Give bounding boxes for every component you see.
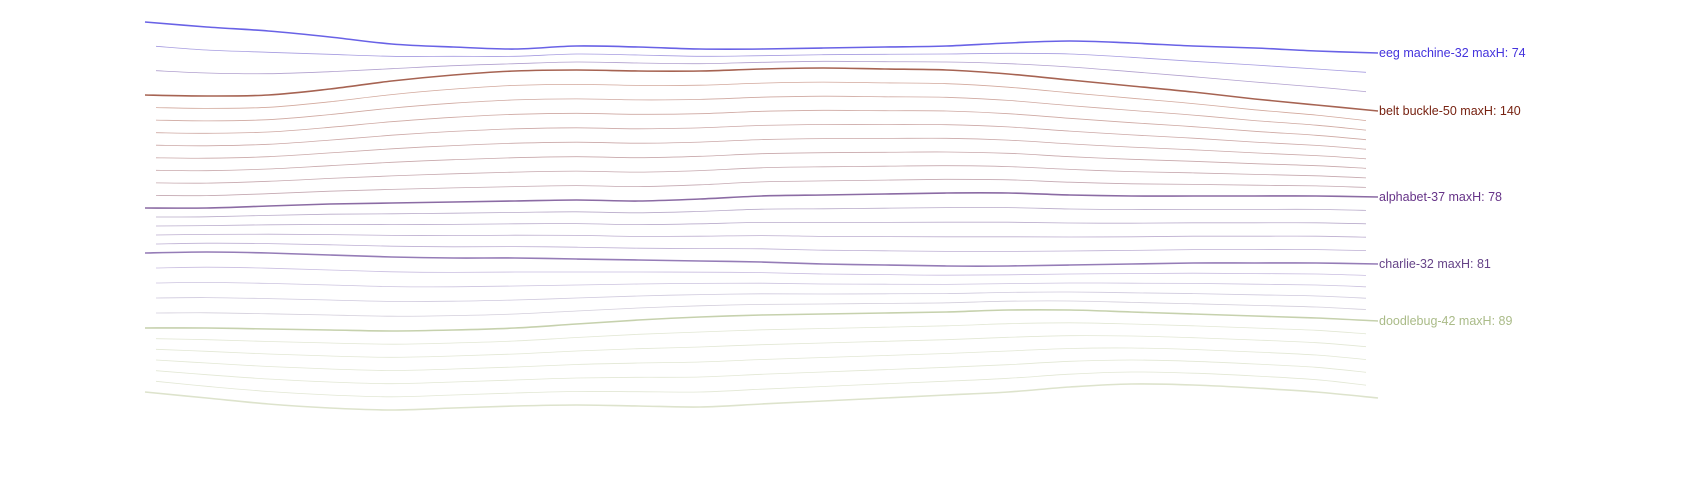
strand-line	[155, 95, 1367, 131]
strand-line	[155, 335, 1367, 358]
strand-line	[155, 242, 1367, 252]
strand-line	[155, 60, 1367, 93]
strand-line	[155, 359, 1367, 385]
strand-line	[155, 178, 1367, 197]
strand-line	[155, 81, 1367, 121]
strand-line	[155, 123, 1367, 150]
series-line-doodlebug-42	[144, 308, 1379, 332]
strands-layer	[144, 45, 1379, 411]
series-line-alphabet-37	[144, 192, 1379, 209]
strand-line	[155, 109, 1367, 141]
strand-line	[155, 300, 1367, 317]
strand-line	[155, 371, 1367, 398]
bottom-boundary-line	[144, 383, 1379, 411]
strand-line	[155, 266, 1367, 276]
series-label-belt-buckle-50: belt buckle-50 maxH: 140	[1379, 104, 1521, 118]
strand-line	[155, 207, 1367, 218]
series-line-belt-buckle-50	[144, 67, 1379, 112]
strand-line	[155, 221, 1367, 227]
series-line-charlie-32	[144, 251, 1379, 267]
series-label-doodlebug-42: doodlebug-42 maxH: 89	[1379, 314, 1512, 328]
strand-line	[155, 151, 1367, 172]
labels-layer: eeg machine-32 maxH: 74 belt buckle-50 ma…	[1379, 46, 1526, 328]
series-label-eeg-machine-32: eeg machine-32 maxH: 74	[1379, 46, 1526, 60]
strand-line	[155, 233, 1367, 238]
strand-line	[155, 281, 1367, 288]
strand-line	[155, 45, 1367, 73]
strand-line	[155, 291, 1367, 302]
series-line-eeg-machine-32	[144, 21, 1379, 54]
strand-line	[155, 322, 1367, 345]
strand-line	[155, 165, 1367, 184]
strand-line	[155, 347, 1367, 371]
series-label-alphabet-37: alphabet-37 maxH: 78	[1379, 190, 1502, 204]
series-layer	[144, 21, 1379, 332]
strand-line	[155, 137, 1367, 160]
series-label-charlie-32: charlie-32 maxH: 81	[1379, 257, 1491, 271]
